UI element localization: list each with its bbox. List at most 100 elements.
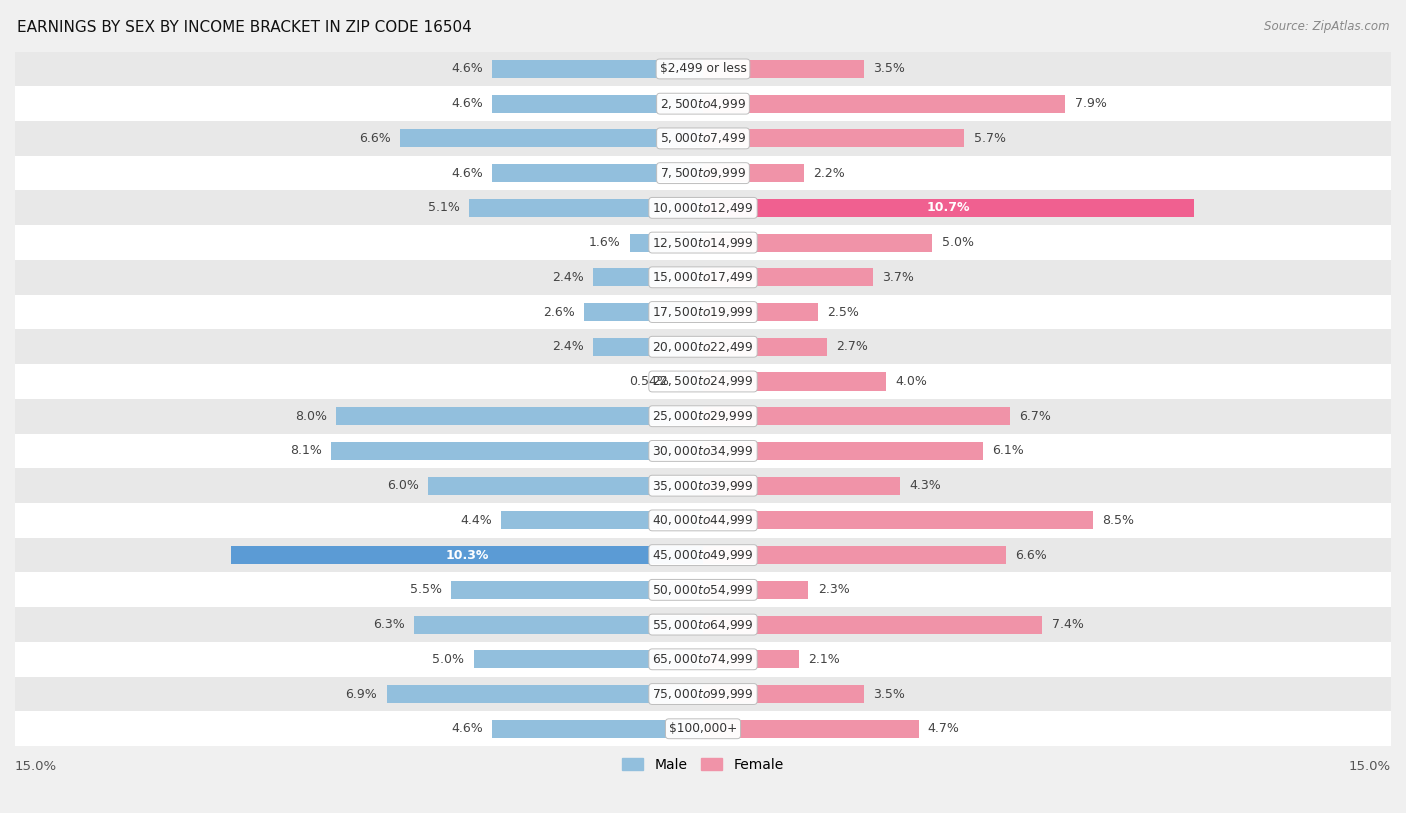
Text: $100,000+: $100,000+ [669, 722, 737, 735]
Bar [451, 580, 703, 599]
Bar [492, 60, 703, 78]
Text: $20,000 to $22,499: $20,000 to $22,499 [652, 340, 754, 354]
Text: $35,000 to $39,999: $35,000 to $39,999 [652, 479, 754, 493]
Bar [401, 129, 703, 147]
Text: 15.0%: 15.0% [1348, 760, 1391, 773]
Text: $7,500 to $9,999: $7,500 to $9,999 [659, 166, 747, 180]
Bar [332, 442, 703, 460]
Text: $12,500 to $14,999: $12,500 to $14,999 [652, 236, 754, 250]
Text: 8.1%: 8.1% [291, 445, 322, 458]
Text: $10,000 to $12,499: $10,000 to $12,499 [652, 201, 754, 215]
Text: 3.5%: 3.5% [873, 63, 904, 76]
Bar [15, 86, 1391, 121]
Bar [703, 94, 1066, 113]
Text: 6.6%: 6.6% [1015, 549, 1046, 562]
Text: 2.1%: 2.1% [808, 653, 841, 666]
Bar [703, 476, 900, 494]
Bar [15, 399, 1391, 433]
Bar [15, 156, 1391, 190]
Bar [703, 407, 1011, 425]
Text: $30,000 to $34,999: $30,000 to $34,999 [652, 444, 754, 458]
Text: 4.0%: 4.0% [896, 375, 928, 388]
Text: 4.3%: 4.3% [910, 479, 941, 492]
Bar [678, 372, 703, 390]
Bar [15, 260, 1391, 294]
Text: 2.4%: 2.4% [553, 271, 583, 284]
Text: $2,500 to $4,999: $2,500 to $4,999 [659, 97, 747, 111]
Text: 6.9%: 6.9% [346, 688, 377, 701]
Bar [15, 537, 1391, 572]
Bar [15, 364, 1391, 399]
Text: 8.5%: 8.5% [1102, 514, 1135, 527]
Bar [492, 94, 703, 113]
Text: 2.5%: 2.5% [827, 306, 859, 319]
Bar [474, 650, 703, 668]
Bar [703, 685, 863, 703]
Bar [231, 546, 703, 564]
Text: 5.1%: 5.1% [427, 202, 460, 215]
Bar [703, 720, 918, 737]
Bar [703, 615, 1042, 633]
Text: 6.1%: 6.1% [993, 445, 1024, 458]
Text: $65,000 to $74,999: $65,000 to $74,999 [652, 652, 754, 667]
Text: $25,000 to $29,999: $25,000 to $29,999 [652, 409, 754, 424]
Bar [15, 294, 1391, 329]
Text: 4.6%: 4.6% [451, 98, 482, 111]
Text: $55,000 to $64,999: $55,000 to $64,999 [652, 618, 754, 632]
Text: 10.7%: 10.7% [927, 202, 970, 215]
Text: $75,000 to $99,999: $75,000 to $99,999 [652, 687, 754, 701]
Bar [703, 164, 804, 182]
Bar [15, 711, 1391, 746]
Text: $40,000 to $44,999: $40,000 to $44,999 [652, 513, 754, 528]
Text: 2.6%: 2.6% [543, 306, 575, 319]
Bar [427, 476, 703, 494]
Bar [492, 164, 703, 182]
Text: Source: ZipAtlas.com: Source: ZipAtlas.com [1264, 20, 1389, 33]
Bar [492, 720, 703, 737]
Bar [703, 199, 1194, 217]
Bar [15, 607, 1391, 642]
Text: 3.5%: 3.5% [873, 688, 904, 701]
Bar [703, 60, 863, 78]
Text: $22,500 to $24,999: $22,500 to $24,999 [652, 375, 754, 389]
Bar [470, 199, 703, 217]
Text: 4.7%: 4.7% [928, 722, 960, 735]
Bar [583, 303, 703, 321]
Text: $50,000 to $54,999: $50,000 to $54,999 [652, 583, 754, 597]
Text: 4.6%: 4.6% [451, 722, 482, 735]
Text: 15.0%: 15.0% [15, 760, 58, 773]
Bar [703, 580, 808, 599]
Bar [703, 650, 800, 668]
Bar [15, 468, 1391, 503]
Legend: Male, Female: Male, Female [617, 752, 789, 777]
Bar [15, 51, 1391, 86]
Bar [593, 268, 703, 286]
Text: 7.4%: 7.4% [1052, 618, 1084, 631]
Text: 5.7%: 5.7% [973, 132, 1005, 145]
Text: 4.4%: 4.4% [460, 514, 492, 527]
Bar [703, 546, 1005, 564]
Text: 1.6%: 1.6% [589, 236, 620, 249]
Text: 2.3%: 2.3% [818, 584, 849, 597]
Bar [703, 337, 827, 356]
Text: 2.7%: 2.7% [837, 341, 868, 354]
Bar [336, 407, 703, 425]
Text: 4.6%: 4.6% [451, 63, 482, 76]
Bar [703, 442, 983, 460]
Bar [703, 303, 818, 321]
Bar [15, 190, 1391, 225]
Text: $17,500 to $19,999: $17,500 to $19,999 [652, 305, 754, 319]
Text: 0.54%: 0.54% [628, 375, 669, 388]
Text: 6.7%: 6.7% [1019, 410, 1052, 423]
Bar [15, 121, 1391, 156]
Text: 7.9%: 7.9% [1074, 98, 1107, 111]
Text: 6.0%: 6.0% [387, 479, 419, 492]
Text: 2.4%: 2.4% [553, 341, 583, 354]
Text: 5.0%: 5.0% [433, 653, 464, 666]
Text: 6.6%: 6.6% [360, 132, 391, 145]
Bar [15, 433, 1391, 468]
Bar [703, 129, 965, 147]
Text: 4.6%: 4.6% [451, 167, 482, 180]
Text: 6.3%: 6.3% [373, 618, 405, 631]
Bar [703, 268, 873, 286]
